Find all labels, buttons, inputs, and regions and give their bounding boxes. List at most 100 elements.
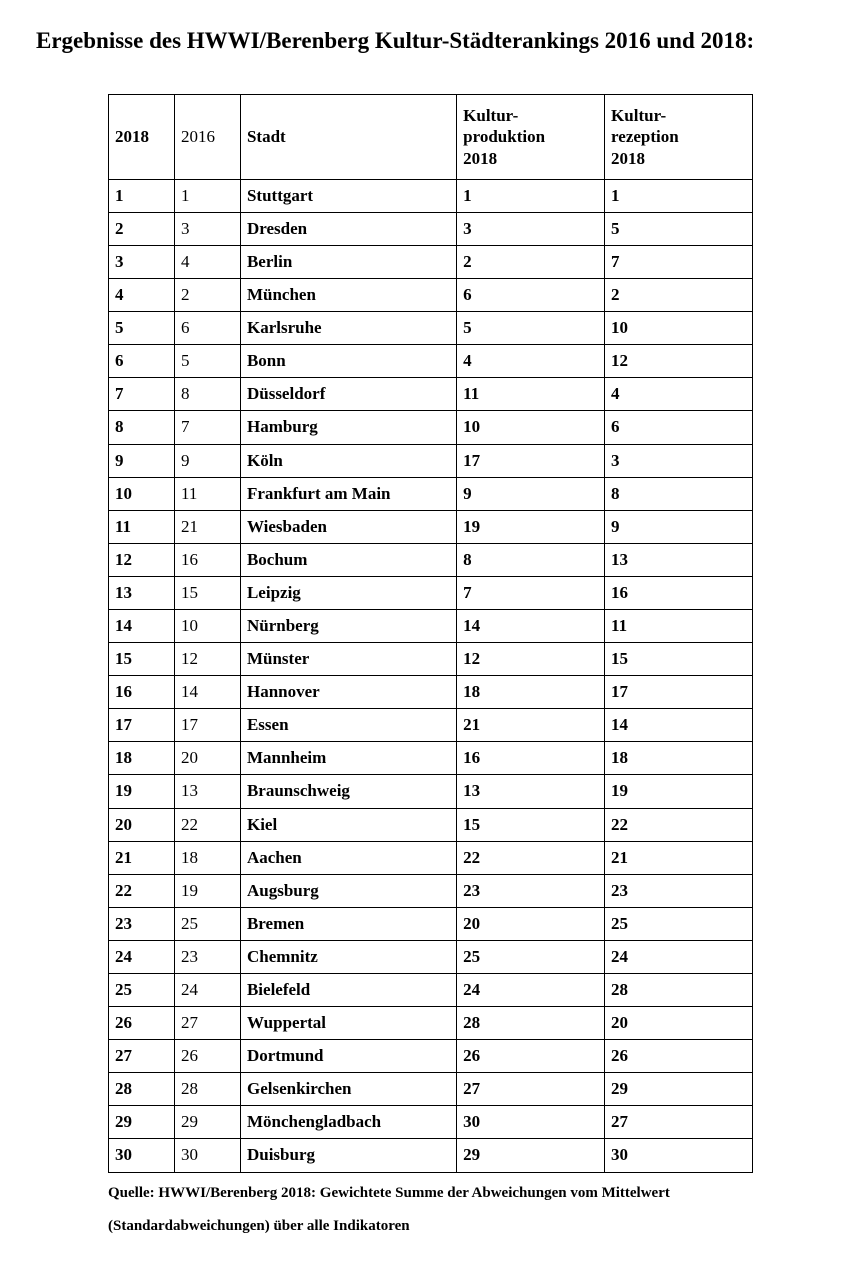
cell-kulturrezeption: 12 xyxy=(605,345,753,378)
table-row: 1216Bochum813 xyxy=(109,543,753,576)
cell-rank-2018: 10 xyxy=(109,477,175,510)
header-kulturproduktion-l1: Kultur- xyxy=(463,106,518,125)
header-2018: 2018 xyxy=(109,95,175,180)
cell-rank-2016: 7 xyxy=(174,411,240,444)
cell-rank-2016: 8 xyxy=(174,378,240,411)
cell-rank-2018: 6 xyxy=(109,345,175,378)
cell-stadt: Wiesbaden xyxy=(240,510,456,543)
table-row: 34Berlin27 xyxy=(109,245,753,278)
cell-stadt: Aachen xyxy=(240,841,456,874)
cell-rank-2016: 25 xyxy=(174,907,240,940)
cell-kulturproduktion: 10 xyxy=(457,411,605,444)
cell-rank-2016: 1 xyxy=(174,179,240,212)
cell-rank-2018: 21 xyxy=(109,841,175,874)
cell-rank-2018: 3 xyxy=(109,245,175,278)
cell-rank-2016: 14 xyxy=(174,676,240,709)
cell-rank-2018: 1 xyxy=(109,179,175,212)
cell-kulturrezeption: 10 xyxy=(605,312,753,345)
cell-stadt: Chemnitz xyxy=(240,940,456,973)
cell-rank-2018: 23 xyxy=(109,907,175,940)
cell-rank-2018: 24 xyxy=(109,940,175,973)
header-kulturproduktion-l2: produktion xyxy=(463,127,545,146)
cell-stadt: Kiel xyxy=(240,808,456,841)
cell-kulturproduktion: 8 xyxy=(457,543,605,576)
cell-rank-2018: 2 xyxy=(109,212,175,245)
table-row: 87Hamburg106 xyxy=(109,411,753,444)
cell-rank-2016: 11 xyxy=(174,477,240,510)
cell-rank-2018: 14 xyxy=(109,609,175,642)
cell-kulturrezeption: 20 xyxy=(605,1007,753,1040)
table-row: 2022Kiel1522 xyxy=(109,808,753,841)
cell-stadt: Hannover xyxy=(240,676,456,709)
cell-kulturrezeption: 18 xyxy=(605,742,753,775)
table-row: 56Karlsruhe510 xyxy=(109,312,753,345)
cell-kulturrezeption: 24 xyxy=(605,940,753,973)
cell-kulturproduktion: 27 xyxy=(457,1073,605,1106)
cell-kulturproduktion: 14 xyxy=(457,609,605,642)
cell-rank-2016: 6 xyxy=(174,312,240,345)
cell-rank-2018: 30 xyxy=(109,1139,175,1172)
cell-rank-2016: 12 xyxy=(174,643,240,676)
table-row: 2325Bremen2025 xyxy=(109,907,753,940)
cell-stadt: Münster xyxy=(240,643,456,676)
header-kulturrezeption: Kultur- rezeption 2018 xyxy=(605,95,753,180)
cell-rank-2016: 2 xyxy=(174,279,240,312)
cell-rank-2018: 9 xyxy=(109,444,175,477)
cell-rank-2018: 27 xyxy=(109,1040,175,1073)
cell-kulturproduktion: 3 xyxy=(457,212,605,245)
cell-kulturproduktion: 19 xyxy=(457,510,605,543)
cell-rank-2018: 18 xyxy=(109,742,175,775)
cell-stadt: Gelsenkirchen xyxy=(240,1073,456,1106)
page-title: Ergebnisse des HWWI/Berenberg Kultur-Stä… xyxy=(36,28,813,54)
table-row: 2423Chemnitz2524 xyxy=(109,940,753,973)
cell-stadt: Bremen xyxy=(240,907,456,940)
cell-kulturrezeption: 15 xyxy=(605,643,753,676)
cell-rank-2018: 29 xyxy=(109,1106,175,1139)
cell-stadt: Stuttgart xyxy=(240,179,456,212)
table-body: 11Stuttgart1123Dresden3534Berlin2742Münc… xyxy=(109,179,753,1172)
cell-kulturrezeption: 19 xyxy=(605,775,753,808)
cell-rank-2016: 16 xyxy=(174,543,240,576)
cell-rank-2018: 12 xyxy=(109,543,175,576)
cell-kulturproduktion: 26 xyxy=(457,1040,605,1073)
cell-rank-2018: 28 xyxy=(109,1073,175,1106)
source-text: Quelle: HWWI/Berenberg 2018: Gewichtete … xyxy=(108,1177,753,1243)
cell-rank-2018: 16 xyxy=(109,676,175,709)
header-kulturproduktion-l3: 2018 xyxy=(463,149,497,168)
cell-kulturproduktion: 24 xyxy=(457,974,605,1007)
cell-kulturrezeption: 17 xyxy=(605,676,753,709)
header-stadt: Stadt xyxy=(240,95,456,180)
cell-rank-2018: 5 xyxy=(109,312,175,345)
header-2016: 2016 xyxy=(174,95,240,180)
cell-rank-2018: 25 xyxy=(109,974,175,1007)
cell-rank-2016: 18 xyxy=(174,841,240,874)
cell-rank-2018: 20 xyxy=(109,808,175,841)
table-row: 2118Aachen2221 xyxy=(109,841,753,874)
cell-kulturproduktion: 5 xyxy=(457,312,605,345)
table-row: 1011Frankfurt am Main98 xyxy=(109,477,753,510)
cell-stadt: Düsseldorf xyxy=(240,378,456,411)
cell-kulturrezeption: 2 xyxy=(605,279,753,312)
cell-kulturproduktion: 18 xyxy=(457,676,605,709)
table-row: 2929Mönchengladbach3027 xyxy=(109,1106,753,1139)
cell-rank-2018: 13 xyxy=(109,576,175,609)
cell-rank-2016: 27 xyxy=(174,1007,240,1040)
cell-rank-2016: 5 xyxy=(174,345,240,378)
source-line-1: Quelle: HWWI/Berenberg 2018: Gewichtete … xyxy=(108,1185,670,1201)
cell-rank-2018: 7 xyxy=(109,378,175,411)
cell-rank-2016: 29 xyxy=(174,1106,240,1139)
cell-kulturproduktion: 22 xyxy=(457,841,605,874)
table-row: 2219Augsburg2323 xyxy=(109,874,753,907)
cell-kulturrezeption: 11 xyxy=(605,609,753,642)
table-row: 1614Hannover1817 xyxy=(109,676,753,709)
cell-rank-2016: 4 xyxy=(174,245,240,278)
cell-kulturproduktion: 29 xyxy=(457,1139,605,1172)
cell-rank-2018: 11 xyxy=(109,510,175,543)
cell-stadt: München xyxy=(240,279,456,312)
cell-rank-2016: 28 xyxy=(174,1073,240,1106)
cell-stadt: Köln xyxy=(240,444,456,477)
cell-kulturrezeption: 14 xyxy=(605,709,753,742)
cell-kulturproduktion: 6 xyxy=(457,279,605,312)
cell-kulturproduktion: 23 xyxy=(457,874,605,907)
cell-stadt: Wuppertal xyxy=(240,1007,456,1040)
